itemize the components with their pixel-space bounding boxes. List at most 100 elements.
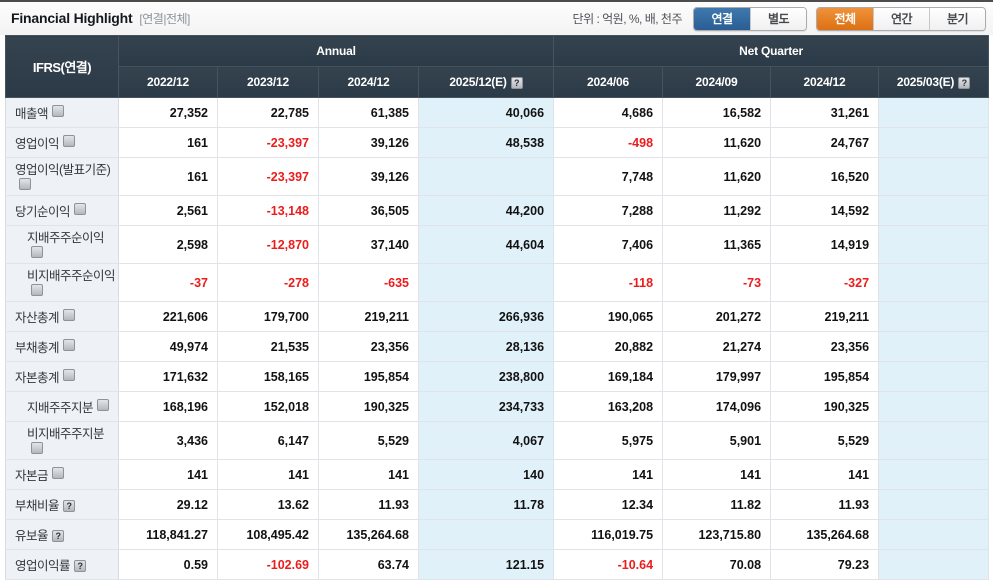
value-cell: 163,208 bbox=[553, 391, 664, 422]
help-icon[interactable] bbox=[63, 135, 76, 147]
value-cell: 22,785 bbox=[217, 97, 319, 128]
value-cell: 5,529 bbox=[318, 421, 419, 460]
value-cell: 190,325 bbox=[770, 391, 880, 422]
financial-table-wrapper: IFRS(연결) Annual Net Quarter 2022/12 2023… bbox=[5, 35, 990, 580]
row-label-text: 당기순이익 bbox=[15, 205, 71, 219]
table-body: 매출액 27,352 22,785 61,385 40,066 4,686 16… bbox=[5, 97, 990, 580]
help-icon[interactable]: ? bbox=[63, 500, 76, 512]
value-cell: -10.64 bbox=[553, 549, 664, 580]
row-label: 지배주주지분 bbox=[5, 391, 119, 422]
row-label-text: 유보율 bbox=[15, 529, 49, 543]
page-title: Financial Highlight bbox=[11, 10, 133, 26]
col-group-net-quarter: Net Quarter bbox=[553, 35, 990, 67]
value-cell: 11,365 bbox=[662, 225, 772, 264]
table-row: 지배주주순이익 2,598 -12,870 37,140 44,604 7,40… bbox=[5, 225, 990, 264]
row-label: 유보율? bbox=[5, 519, 119, 550]
row-label-text: 지배주주순이익 bbox=[27, 231, 105, 245]
row-label-text: 영업이익 bbox=[15, 137, 60, 151]
help-icon[interactable] bbox=[19, 178, 31, 190]
help-icon[interactable] bbox=[52, 105, 65, 117]
financial-highlight-table: IFRS(연결) Annual Net Quarter 2022/12 2023… bbox=[5, 35, 990, 580]
value-cell: 121.15 bbox=[417, 549, 555, 580]
value-cell: 70.08 bbox=[662, 549, 772, 580]
value-cell: -278 bbox=[217, 263, 319, 302]
help-icon[interactable] bbox=[63, 369, 76, 381]
value-cell: -37 bbox=[118, 263, 218, 302]
help-icon[interactable] bbox=[31, 284, 43, 296]
value-cell bbox=[878, 489, 990, 520]
value-cell: 12.34 bbox=[553, 489, 664, 520]
toggle-all-button[interactable]: 전체 bbox=[817, 7, 873, 30]
title-area: Financial Highlight [연결|전체] bbox=[11, 10, 190, 27]
value-cell bbox=[878, 459, 990, 490]
value-cell bbox=[417, 157, 555, 196]
row-label-text: 비지배주주지분 bbox=[27, 427, 105, 441]
value-cell: 5,529 bbox=[770, 421, 880, 460]
table-row: 자본총계 171,632 158,165 195,854 238,800 169… bbox=[5, 361, 990, 392]
header-bar: Financial Highlight [연결|전체] 단위 : 억원, %, … bbox=[0, 0, 993, 35]
table-row: 영업이익 161 -23,397 39,126 48,538 -498 11,6… bbox=[5, 127, 990, 158]
value-cell: 7,288 bbox=[553, 195, 664, 226]
value-cell: 16,520 bbox=[770, 157, 880, 196]
help-icon[interactable]: ? bbox=[958, 77, 971, 89]
value-cell: 40,066 bbox=[417, 97, 555, 128]
value-cell: 179,700 bbox=[217, 301, 319, 332]
col-header-2024-12-annual: 2024/12 bbox=[318, 66, 419, 98]
col-header-label: 2025/12(E) bbox=[449, 75, 507, 89]
value-cell bbox=[878, 331, 990, 362]
row-label-text: 부채총계 bbox=[15, 341, 60, 355]
toggle-quarter-button[interactable]: 분기 bbox=[929, 7, 985, 30]
help-icon[interactable] bbox=[74, 203, 87, 215]
help-icon[interactable] bbox=[97, 399, 110, 411]
value-cell: 14,919 bbox=[770, 225, 880, 264]
value-cell: 152,018 bbox=[217, 391, 319, 422]
help-icon[interactable] bbox=[52, 467, 65, 479]
value-cell: 135,264.68 bbox=[770, 519, 880, 550]
table-row: 비지배주주지분 3,436 6,147 5,529 4,067 5,975 5,… bbox=[5, 421, 990, 460]
value-cell: 6,147 bbox=[217, 421, 319, 460]
toggle-consolidated-button[interactable]: 연결 bbox=[694, 7, 750, 30]
value-cell: 140 bbox=[417, 459, 555, 490]
value-cell: 161 bbox=[118, 157, 218, 196]
value-cell: -73 bbox=[662, 263, 772, 302]
toggle-separate-button[interactable]: 별도 bbox=[750, 7, 806, 30]
value-cell: 141 bbox=[318, 459, 419, 490]
help-icon[interactable] bbox=[63, 309, 76, 321]
ifrs-corner-header: IFRS(연결) bbox=[5, 35, 119, 98]
table-row: 부채총계 49,974 21,535 23,356 28,136 20,882 … bbox=[5, 331, 990, 362]
period-toggle-group: 전체 연간 분기 bbox=[816, 6, 986, 31]
value-cell: 266,936 bbox=[417, 301, 555, 332]
value-cell bbox=[878, 157, 990, 196]
value-cell: 11.93 bbox=[770, 489, 880, 520]
value-cell: 123,715.80 bbox=[662, 519, 772, 550]
value-cell: 23,356 bbox=[318, 331, 419, 362]
toggle-annual-button[interactable]: 연간 bbox=[873, 7, 929, 30]
col-header-2024-06: 2024/06 bbox=[553, 66, 664, 98]
value-cell: 28,136 bbox=[417, 331, 555, 362]
help-icon[interactable] bbox=[31, 246, 43, 258]
row-label: 지배주주순이익 bbox=[5, 225, 119, 264]
row-label-text: 자산총계 bbox=[15, 311, 60, 325]
value-cell bbox=[417, 263, 555, 302]
col-header-2022-12: 2022/12 bbox=[118, 66, 218, 98]
value-cell: -102.69 bbox=[217, 549, 319, 580]
value-cell: 27,352 bbox=[118, 97, 218, 128]
help-icon[interactable]: ? bbox=[52, 530, 65, 542]
help-icon[interactable] bbox=[31, 442, 43, 454]
value-cell: 234,733 bbox=[417, 391, 555, 422]
row-label: 부채총계 bbox=[5, 331, 119, 362]
value-cell: 171,632 bbox=[118, 361, 218, 392]
row-label-text: 영업이익(발표기준) bbox=[15, 163, 111, 177]
value-cell bbox=[417, 519, 555, 550]
table-row: 부채비율? 29.12 13.62 11.93 11.78 12.34 11.8… bbox=[5, 489, 990, 520]
value-cell: 190,325 bbox=[318, 391, 419, 422]
help-icon[interactable]: ? bbox=[74, 560, 87, 572]
value-cell: 11.82 bbox=[662, 489, 772, 520]
value-cell: 174,096 bbox=[662, 391, 772, 422]
value-cell: -23,397 bbox=[217, 157, 319, 196]
value-cell: 2,561 bbox=[118, 195, 218, 226]
help-icon[interactable]: ? bbox=[510, 77, 523, 89]
row-label-text: 비지배주주순이익 bbox=[27, 269, 116, 283]
value-cell bbox=[878, 361, 990, 392]
help-icon[interactable] bbox=[63, 339, 76, 351]
